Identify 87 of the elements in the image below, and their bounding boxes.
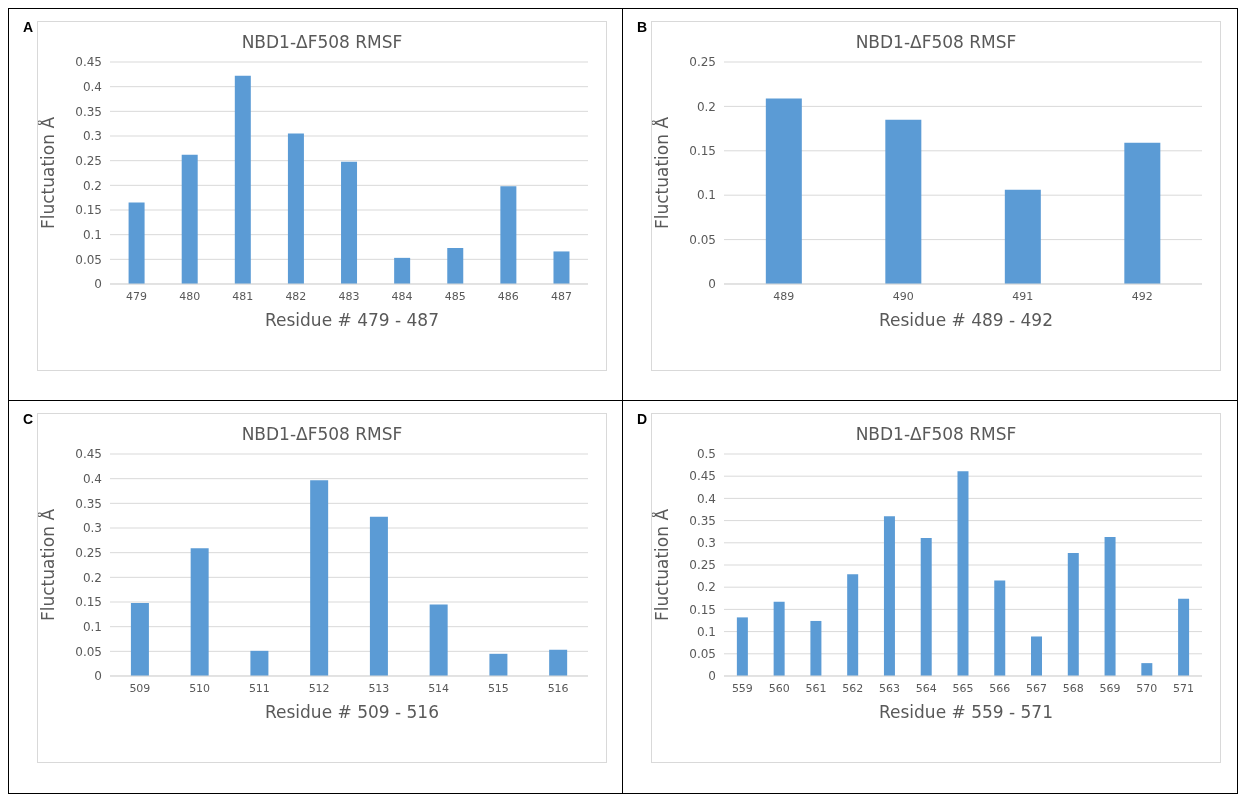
x-tick-label: 487 xyxy=(550,289,572,303)
x-tick-label: 515 xyxy=(487,681,509,695)
x-axis-title: Residue # 559 - 571 xyxy=(878,702,1054,722)
y-tick-label: 0.4 xyxy=(82,79,102,94)
y-tick-label: 0.15 xyxy=(689,602,716,617)
y-tick-label: 0.1 xyxy=(696,624,716,639)
y-tick-label: 0.3 xyxy=(82,129,102,144)
y-tick-label: 0.2 xyxy=(696,99,716,114)
x-tick-label: 491 xyxy=(1012,289,1034,303)
y-tick-label: 0.1 xyxy=(82,619,102,634)
chart-title: NBD1-ΔF508 RMSF xyxy=(240,31,404,54)
y-tick-label: 0.05 xyxy=(75,252,102,267)
y-tick-label: 0.35 xyxy=(75,496,102,511)
x-tick-label: 571 xyxy=(1173,681,1195,695)
y-tick-label: 0.2 xyxy=(82,178,102,193)
text: B xyxy=(637,19,648,35)
x-tick-label: 567 xyxy=(1026,681,1048,695)
x-tick-label: 564 xyxy=(915,681,937,695)
x-tick-label: 492 xyxy=(1131,289,1153,303)
x-tick-label: 510 xyxy=(189,681,211,695)
y-tick-label: 0.05 xyxy=(75,644,102,659)
x-tick-label: 570 xyxy=(1136,681,1158,695)
x-tick-label: 480 xyxy=(179,289,201,303)
x-tick-label: 486 xyxy=(497,289,519,303)
y-axis-title: Fluctuation Å xyxy=(37,508,59,622)
y-tick-label: 0.3 xyxy=(696,536,716,551)
y-tick-label: 0.45 xyxy=(75,447,102,462)
y-tick-label: 0.15 xyxy=(689,144,716,159)
x-tick-label: 484 xyxy=(391,289,413,303)
x-tick-label: 481 xyxy=(232,289,254,303)
text: C xyxy=(23,411,34,427)
y-tick-label: 0 xyxy=(94,277,102,292)
y-tick-label: 0.4 xyxy=(696,491,716,506)
y-tick-label: 0.45 xyxy=(75,55,102,70)
y-tick-label: 0.25 xyxy=(75,153,102,168)
y-tick-label: 0 xyxy=(708,277,716,292)
x-tick-label: 489 xyxy=(773,289,795,303)
y-tick-label: 0.05 xyxy=(689,647,716,662)
x-tick-label: 560 xyxy=(768,681,790,695)
y-tick-label: 0.1 xyxy=(82,227,102,242)
text: A xyxy=(23,19,34,35)
x-tick-label: 561 xyxy=(805,681,827,695)
x-tick-label: 509 xyxy=(129,681,151,695)
y-tick-label: 0 xyxy=(94,669,102,684)
x-tick-label: 483 xyxy=(338,289,360,303)
x-tick-label: 511 xyxy=(248,681,270,695)
y-tick-label: 0.4 xyxy=(82,471,102,486)
y-tick-label: 0.2 xyxy=(696,580,716,595)
y-tick-label: 0.45 xyxy=(689,469,716,484)
y-tick-label: 0.25 xyxy=(75,545,102,560)
chart-title: NBD1-ΔF508 RMSF xyxy=(854,423,1018,446)
y-tick-label: 0.25 xyxy=(689,55,716,70)
y-tick-label: 0.35 xyxy=(75,104,102,119)
y-tick-label: 0.5 xyxy=(696,447,716,462)
x-tick-label: 482 xyxy=(285,289,307,303)
x-tick-label: 514 xyxy=(428,681,450,695)
x-tick-label: 516 xyxy=(547,681,569,695)
x-axis-title: Residue # 489 - 492 xyxy=(878,310,1054,330)
y-tick-label: 0.1 xyxy=(696,188,716,203)
x-tick-label: 566 xyxy=(989,681,1011,695)
y-tick-label: 0.25 xyxy=(689,558,716,573)
chart-title: NBD1-ΔF508 RMSF xyxy=(240,423,404,446)
x-tick-label: 479 xyxy=(126,289,148,303)
x-tick-label: 569 xyxy=(1099,681,1121,695)
x-axis-title: Residue # 479 - 487 xyxy=(264,310,440,330)
x-tick-label: 562 xyxy=(842,681,864,695)
y-axis-title: Fluctuation Å xyxy=(37,116,59,230)
x-axis-title: Residue # 509 - 516 xyxy=(264,702,440,722)
y-tick-label: 0.2 xyxy=(82,570,102,585)
y-tick-label: 0.05 xyxy=(689,232,716,247)
x-tick-label: 490 xyxy=(892,289,914,303)
y-axis-title: Fluctuation Å xyxy=(651,116,673,230)
x-tick-label: 559 xyxy=(731,681,753,695)
x-tick-label: 512 xyxy=(308,681,330,695)
x-tick-label: 513 xyxy=(368,681,390,695)
chart-title: NBD1-ΔF508 RMSF xyxy=(854,31,1018,54)
x-tick-label: 565 xyxy=(952,681,974,695)
y-tick-label: 0.15 xyxy=(75,203,102,218)
y-tick-label: 0 xyxy=(708,669,716,684)
y-tick-label: 0.3 xyxy=(82,521,102,536)
text: D xyxy=(637,411,648,427)
x-tick-label: 563 xyxy=(878,681,900,695)
x-tick-label: 485 xyxy=(444,289,466,303)
y-axis-title: Fluctuation Å xyxy=(651,508,673,622)
y-tick-label: 0.35 xyxy=(689,513,716,528)
x-tick-label: 568 xyxy=(1062,681,1084,695)
y-tick-label: 0.15 xyxy=(75,595,102,610)
